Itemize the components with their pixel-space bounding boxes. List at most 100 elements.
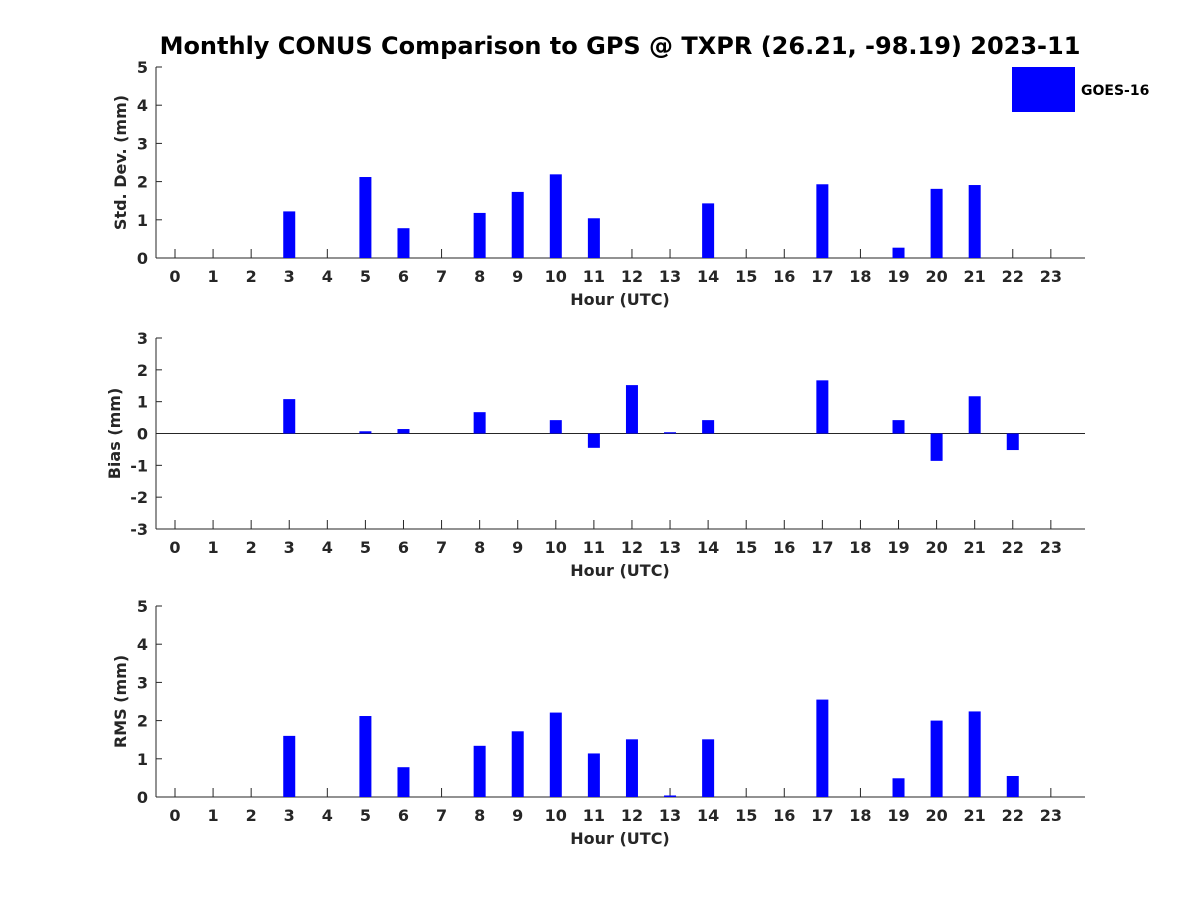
- x-tick-label: 0: [169, 538, 180, 557]
- x-tick-label: 13: [659, 806, 681, 825]
- bar-hour-8: [473, 412, 486, 434]
- x-tick-label: 12: [621, 538, 643, 557]
- bar-hour-19: [892, 420, 905, 434]
- bar-hour-22: [1006, 775, 1019, 797]
- x-tick-label: 13: [659, 538, 681, 557]
- y-tick-label: 2: [137, 173, 148, 192]
- x-tick-label: 17: [811, 538, 833, 557]
- x-tick-label: 12: [621, 806, 643, 825]
- x-tick-label: 15: [735, 806, 757, 825]
- bar-hour-10: [549, 174, 562, 258]
- legend-label-goes16: GOES-16: [1081, 83, 1149, 99]
- x-tick-label: 6: [398, 806, 409, 825]
- y-tick-label: 5: [137, 58, 148, 77]
- bar-hour-6: [397, 228, 410, 258]
- x-tick-label: 16: [773, 538, 795, 557]
- bar-hour-11: [587, 433, 600, 448]
- bar-hour-5: [359, 716, 372, 797]
- x-tick-label: 2: [246, 538, 257, 557]
- y-tick-label: 2: [137, 712, 148, 731]
- x-tick-label: 8: [474, 538, 485, 557]
- bar-hour-3: [283, 399, 296, 434]
- y-tick-label: 3: [137, 134, 148, 153]
- x-tick-label: 11: [583, 806, 605, 825]
- y-tick-label: 3: [137, 673, 148, 692]
- legend: GOES-16: [1012, 67, 1149, 112]
- y-tick-label: 1: [137, 211, 148, 230]
- x-tick-label: 23: [1040, 267, 1062, 286]
- x-tick-label: 9: [512, 267, 523, 286]
- x-tick-label: 19: [887, 538, 909, 557]
- bar-hour-14: [702, 420, 715, 434]
- bar-hour-8: [473, 745, 486, 797]
- x-tick-label: 9: [512, 538, 523, 557]
- bar-hour-8: [473, 212, 486, 258]
- x-tick-label: 15: [735, 538, 757, 557]
- bar-hour-3: [283, 211, 296, 258]
- x-tick-label: 5: [360, 538, 371, 557]
- x-tick-label: 1: [208, 538, 219, 557]
- x-tick-label: 20: [925, 267, 947, 286]
- y-axis-label: RMS (mm): [111, 655, 130, 748]
- x-tick-label: 6: [398, 538, 409, 557]
- x-tick-label: 5: [360, 267, 371, 286]
- y-tick-label: -2: [130, 488, 148, 507]
- x-tick-label: 1: [208, 806, 219, 825]
- x-tick-label: 17: [811, 806, 833, 825]
- x-tick-label: 7: [436, 267, 447, 286]
- x-tick-label: 19: [887, 267, 909, 286]
- x-tick-label: 7: [436, 538, 447, 557]
- bar-hour-14: [702, 203, 715, 258]
- y-tick-label: 4: [137, 96, 148, 115]
- bar-hour-13: [664, 432, 677, 434]
- x-tick-label: 3: [284, 806, 295, 825]
- bar-hour-12: [625, 385, 638, 434]
- y-tick-label: 0: [137, 425, 148, 444]
- bar-hour-21: [968, 396, 981, 434]
- bar-hour-19: [892, 778, 905, 797]
- y-tick-label: 1: [137, 750, 148, 769]
- y-tick-label: -3: [130, 520, 148, 539]
- x-tick-label: 21: [964, 538, 986, 557]
- bar-hour-11: [587, 218, 600, 258]
- x-tick-label: 23: [1040, 538, 1062, 557]
- x-tick-label: 19: [887, 806, 909, 825]
- x-tick-label: 18: [849, 806, 871, 825]
- x-tick-label: 16: [773, 806, 795, 825]
- bar-hour-19: [892, 247, 905, 258]
- bar-hour-20: [930, 188, 943, 258]
- bar-hour-6: [397, 429, 410, 434]
- bar-hour-13: [664, 795, 677, 797]
- x-axis-label: Hour (UTC): [570, 290, 670, 309]
- x-tick-label: 22: [1002, 267, 1024, 286]
- bar-hour-22: [1006, 433, 1019, 451]
- x-axis-label: Hour (UTC): [570, 561, 670, 580]
- x-axis-label: Hour (UTC): [570, 829, 670, 848]
- x-tick-label: 17: [811, 267, 833, 286]
- bar-hour-21: [968, 711, 981, 797]
- x-tick-label: 16: [773, 267, 795, 286]
- x-tick-label: 22: [1002, 538, 1024, 557]
- x-tick-label: 12: [621, 267, 643, 286]
- x-tick-label: 11: [583, 267, 605, 286]
- y-tick-label: 3: [137, 329, 148, 348]
- y-tick-label: 4: [137, 635, 148, 654]
- bar-hour-17: [816, 184, 829, 258]
- bar-hour-20: [930, 720, 943, 797]
- x-tick-label: 4: [322, 538, 333, 557]
- bar-hour-14: [702, 739, 715, 797]
- y-tick-label: 5: [137, 597, 148, 616]
- chart-title: Monthly CONUS Comparison to GPS @ TXPR (…: [160, 32, 1081, 60]
- bar-hour-9: [511, 731, 524, 797]
- bar-hour-11: [587, 753, 600, 797]
- x-tick-label: 20: [925, 538, 947, 557]
- x-tick-label: 18: [849, 267, 871, 286]
- x-tick-label: 20: [925, 806, 947, 825]
- x-tick-label: 15: [735, 267, 757, 286]
- x-tick-label: 8: [474, 806, 485, 825]
- x-tick-label: 14: [697, 538, 719, 557]
- y-axis-label: Bias (mm): [105, 388, 124, 480]
